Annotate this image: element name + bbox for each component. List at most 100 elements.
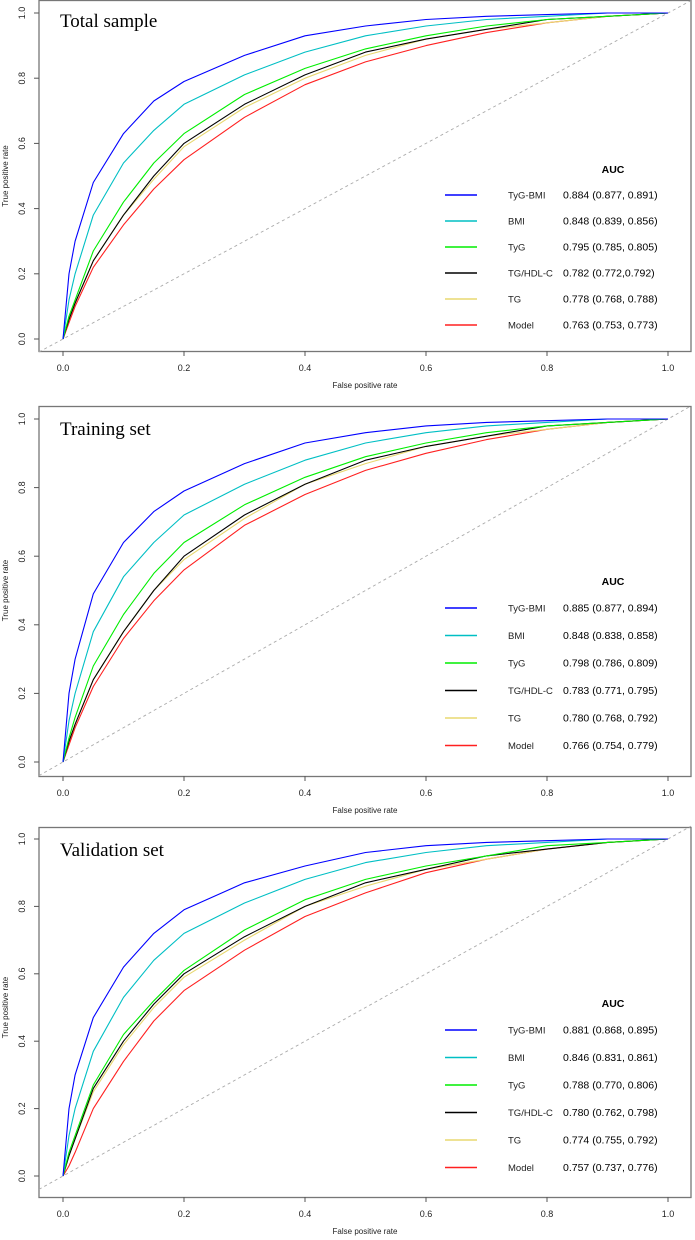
panel-title: Training set (60, 419, 151, 440)
x-tick-label: 0.6 (420, 788, 433, 798)
legend-label: Model (508, 1163, 534, 1174)
legend-label: TyG-BMI (508, 191, 545, 202)
legend-label: BMI (508, 1053, 525, 1064)
roc-curve-tyg (62, 838, 669, 1177)
y-tick-label: 1.0 (17, 413, 27, 426)
y-tick-label: 0.6 (17, 137, 27, 150)
legend-auc-value: 0.846 (0.831, 0.861) (563, 1052, 658, 1064)
y-axis-label: True positive rate (1, 145, 10, 207)
x-axis-label: False positive rate (333, 806, 398, 815)
legend-label: TG/HDL-C (508, 269, 553, 280)
roc-curve-tg-hdl-c (62, 12, 669, 340)
legend-auc-value: 0.884 (0.877, 0.891) (563, 190, 658, 202)
plot-frame (38, 0, 692, 353)
roc-curve-tyg-bmi (62, 838, 668, 1177)
legend-label: BMI (508, 217, 525, 228)
roc-curve-tyg (62, 12, 669, 340)
legend-auc-value: 0.848 (0.838, 0.858) (563, 630, 658, 642)
legend-auc-value: 0.885 (0.877, 0.894) (563, 603, 658, 615)
legend-label: TyG-BMI (508, 604, 545, 615)
legend-auc-value: 0.766 (0.754, 0.779) (563, 740, 658, 752)
x-axis-label: False positive rate (333, 381, 398, 390)
legend-auc-value: 0.757 (0.737, 0.776) (563, 1162, 658, 1174)
legend-auc-value: 0.782 (0.772,0.792) (563, 268, 655, 280)
roc-curve-bmi (62, 12, 668, 340)
x-tick-label: 0.8 (541, 363, 554, 373)
x-tick-label: 0.4 (299, 363, 312, 373)
roc-curve-bmi (62, 838, 668, 1177)
x-tick-label: 0.0 (57, 363, 70, 373)
reference-diagonal (38, 405, 692, 776)
y-tick-label: 0.2 (17, 687, 27, 700)
legend-label: TyG (508, 659, 525, 670)
legend-label: TG (508, 295, 521, 306)
y-tick-label: 0.4 (17, 202, 27, 215)
roc-panel-2: 0.0 0.2 0.4 0.6 0.8 1.0 0.0 0.2 0.4 0.6 0.8 1.0 Fals… (1, 825, 692, 1236)
roc-panel-1: 0.0 0.2 0.4 0.6 0.8 1.0 0.0 0.2 0.4 0.6 0.8 1.0 Fals… (1, 405, 692, 815)
roc-curve-bmi (62, 418, 668, 763)
x-tick-label: 0.8 (541, 1209, 554, 1219)
y-tick-label: 0.2 (17, 1102, 27, 1115)
roc-curve-model (62, 12, 669, 340)
roc-curve-tg-hdl-c (62, 838, 669, 1177)
x-tick-label: 0.6 (420, 1209, 433, 1219)
legend-auc-value: 0.848 (0.839, 0.856) (563, 216, 658, 228)
roc-curve-tyg (62, 418, 669, 763)
x-tick-label: 0.2 (178, 788, 191, 798)
x-axis-label: False positive rate (333, 1227, 398, 1236)
x-tick-label: 1.0 (662, 1209, 675, 1219)
x-tick-label: 0.0 (57, 1209, 70, 1219)
legend-auc-value: 0.795 (0.785, 0.805) (563, 242, 658, 254)
legend-label: TG/HDL-C (508, 686, 553, 697)
x-tick-label: 0.2 (178, 363, 191, 373)
legend-auc-value: 0.780 (0.768, 0.792) (563, 713, 658, 725)
roc-panel-0: 0.0 0.2 0.4 0.6 0.8 1.0 0.0 0.2 0.4 0.6 0.8 1.0 Fals… (1, 0, 692, 390)
legend-auc-value: 0.783 (0.771, 0.795) (563, 685, 658, 697)
legend-auc-value: 0.798 (0.786, 0.809) (563, 658, 658, 670)
y-tick-label: 0.8 (17, 72, 27, 85)
legend-auc-value: 0.774 (0.755, 0.792) (563, 1135, 658, 1147)
x-tick-label: 0.2 (178, 1209, 191, 1219)
plot-frame (38, 405, 692, 778)
legend-header: AUC (602, 164, 625, 176)
panel-title: Total sample (60, 11, 157, 32)
y-tick-label: 0.4 (17, 619, 27, 632)
legend-label: TG/HDL-C (508, 1108, 553, 1119)
legend-auc-value: 0.881 (0.868, 0.895) (563, 1025, 658, 1037)
legend-label: TG (508, 1136, 521, 1147)
y-tick-label: 0.4 (17, 1035, 27, 1048)
y-tick-label: 0.6 (17, 968, 27, 981)
x-tick-label: 0.8 (541, 788, 554, 798)
plot-frame (38, 826, 692, 1199)
legend-auc-value: 0.763 (0.753, 0.773) (563, 320, 658, 332)
roc-curve-model (62, 418, 669, 763)
x-tick-label: 0.4 (299, 1209, 312, 1219)
roc-curve-tg-hdl-c (62, 418, 669, 763)
roc-curve-tyg-bmi (62, 12, 668, 340)
y-tick-label: 0.6 (17, 550, 27, 563)
legend-label: BMI (508, 631, 525, 642)
legend-label: Model (508, 321, 534, 332)
panel-title: Validation set (60, 840, 165, 861)
y-tick-label: 0.8 (17, 900, 27, 913)
y-tick-label: 1.0 (17, 7, 27, 20)
y-axis-label: True positive rate (1, 559, 10, 621)
y-tick-label: 1.0 (17, 833, 27, 846)
legend-header: AUC (602, 998, 625, 1010)
x-tick-label: 1.0 (662, 363, 675, 373)
legend-auc-value: 0.788 (0.770, 0.806) (563, 1080, 658, 1092)
y-tick-label: 0.0 (17, 1170, 27, 1183)
y-tick-label: 0.0 (17, 756, 27, 769)
legend-label: TyG (508, 1081, 525, 1092)
legend-auc-value: 0.780 (0.762, 0.798) (563, 1107, 658, 1119)
legend-label: TyG-BMI (508, 1026, 545, 1037)
legend-auc-value: 0.778 (0.768, 0.788) (563, 294, 658, 306)
roc-curve-tyg-bmi (62, 418, 668, 763)
x-tick-label: 1.0 (662, 788, 675, 798)
legend-label: TyG (508, 243, 525, 254)
y-tick-label: 0.0 (17, 333, 27, 346)
legend-header: AUC (602, 576, 625, 588)
y-tick-label: 0.2 (17, 268, 27, 281)
legend-label: Model (508, 741, 534, 752)
